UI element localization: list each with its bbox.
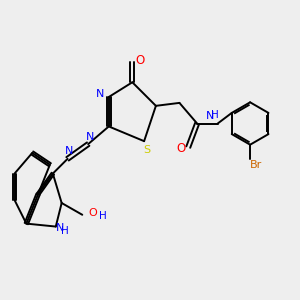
- Text: N: N: [206, 111, 214, 121]
- Text: N: N: [96, 89, 104, 99]
- Text: H: H: [61, 226, 68, 236]
- Text: H: H: [99, 211, 107, 221]
- Text: O: O: [88, 208, 97, 218]
- Text: S: S: [143, 145, 151, 155]
- Text: O: O: [135, 54, 144, 67]
- Text: H: H: [211, 110, 219, 120]
- Text: N: N: [65, 146, 73, 157]
- Text: N: N: [85, 132, 94, 142]
- Text: O: O: [176, 142, 185, 155]
- Text: N: N: [56, 223, 64, 233]
- Text: Br: Br: [250, 160, 262, 170]
